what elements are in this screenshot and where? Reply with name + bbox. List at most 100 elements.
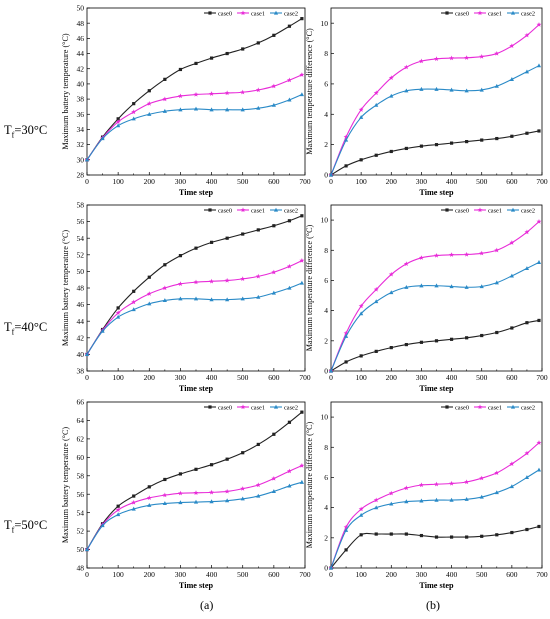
data-point-case2 <box>464 497 469 501</box>
y-tick-label: 56 <box>77 490 85 499</box>
data-point-case2 <box>328 565 334 570</box>
data-point-case2 <box>131 506 136 511</box>
data-point-case2 <box>100 328 105 333</box>
data-point-case0 <box>419 144 424 148</box>
data-point-case0 <box>495 533 499 537</box>
y-tick-label: 8 <box>324 246 328 255</box>
data-point-case2 <box>434 497 439 502</box>
data-point-case2 <box>100 136 105 141</box>
series-line-case2 <box>86 282 303 355</box>
data-point-case2 <box>404 284 409 289</box>
y-tick-label: 36 <box>77 110 85 119</box>
data-point-case2 <box>449 284 454 289</box>
y-tick-label: 46 <box>77 34 85 43</box>
data-point-case0 <box>300 410 304 414</box>
y-axis-label: Maximum temperature difference (°C) <box>305 28 314 155</box>
series-line-case0 <box>330 130 540 176</box>
data-point-case1 <box>193 490 199 495</box>
series-line-case1 <box>330 442 540 569</box>
y-tick-label: 10 <box>321 413 329 422</box>
y-tick-label: 40 <box>77 350 85 359</box>
y-tick-label: 4 <box>324 306 328 315</box>
data-point-case0 <box>209 240 214 244</box>
x-tick-label: 400 <box>446 373 458 382</box>
data-point-case0 <box>225 457 229 461</box>
legend-label-case1: case1 <box>488 404 502 411</box>
x-tick-label: 100 <box>113 177 125 186</box>
data-point-case1 <box>286 468 292 474</box>
x-tick-label: 500 <box>476 570 488 579</box>
data-point-case1 <box>434 252 439 258</box>
data-point-case2 <box>256 105 261 110</box>
data-point-case0 <box>374 532 378 536</box>
data-point-case2 <box>404 88 409 93</box>
data-point-case0 <box>419 533 424 538</box>
x-tick-label: 200 <box>386 570 398 579</box>
data-point-case0 <box>116 117 120 121</box>
data-point-case1 <box>403 261 409 266</box>
data-point-case0 <box>287 420 292 424</box>
data-point-case1 <box>494 247 500 253</box>
y-tick-label: 38 <box>77 95 85 104</box>
legend-marker-case1 <box>477 10 483 16</box>
data-point-case0 <box>449 535 454 539</box>
data-point-case2 <box>449 87 454 92</box>
data-point-case0 <box>300 214 304 218</box>
data-point-case1 <box>509 461 515 466</box>
data-point-case1 <box>509 43 515 49</box>
data-point-case1 <box>193 91 199 97</box>
data-point-case0 <box>480 138 484 142</box>
legend-label-case2: case2 <box>521 10 535 17</box>
data-point-case1 <box>536 440 542 445</box>
data-point-case2 <box>147 301 152 306</box>
data-point-case1 <box>418 482 424 488</box>
data-point-case0 <box>178 472 183 476</box>
y-tick-label: 52 <box>77 250 85 259</box>
data-point-case2 <box>509 273 514 278</box>
x-tick-label: 700 <box>536 177 548 186</box>
x-tick-label: 700 <box>299 177 311 186</box>
data-point-case2 <box>225 107 230 112</box>
y-tick-label: 48 <box>77 564 85 573</box>
data-point-case2 <box>287 483 292 488</box>
data-point-case2 <box>479 284 484 289</box>
data-point-case2 <box>328 172 334 177</box>
data-point-case1 <box>299 72 305 77</box>
data-point-case2 <box>116 512 121 517</box>
series-line-case0 <box>86 215 303 355</box>
legend-marker-case1 <box>240 207 246 213</box>
data-point-case2 <box>524 475 530 480</box>
y-tick-label: 64 <box>77 416 85 425</box>
data-point-case0 <box>194 246 198 250</box>
data-point-case0 <box>132 494 136 498</box>
legend-label-case1: case1 <box>488 207 502 214</box>
data-point-case0 <box>537 524 541 529</box>
y-tick-label: 54 <box>77 508 85 517</box>
data-point-case2 <box>343 527 349 532</box>
data-point-case2 <box>209 107 214 112</box>
y-tick-label: 56 <box>77 217 85 226</box>
x-tick-label: 400 <box>206 373 218 382</box>
data-point-case1 <box>271 475 277 481</box>
y-tick-label: 58 <box>77 471 85 480</box>
x-tick-label: 0 <box>85 177 89 186</box>
data-point-case2 <box>271 290 276 295</box>
y-tick-label: 52 <box>77 527 85 536</box>
data-point-case1 <box>358 506 364 512</box>
x-tick-label: 200 <box>144 177 156 186</box>
x-tick-label: 0 <box>329 373 333 382</box>
x-tick-label: 300 <box>416 373 428 382</box>
data-point-case0 <box>465 535 469 539</box>
chart-b1: 0 100 200 300 400 500 600 700 0 2 4 6 8 10 Time step Ma… <box>305 7 548 197</box>
data-point-case1 <box>255 87 261 93</box>
y-tick-label: 46 <box>77 300 85 309</box>
data-point-case0 <box>359 158 363 162</box>
data-point-case0 <box>525 321 529 325</box>
data-point-case1 <box>373 497 379 503</box>
series-line-case0 <box>86 18 303 161</box>
legend: case0 case1 case2 <box>204 10 298 17</box>
data-point-case0 <box>537 318 541 323</box>
data-point-case2 <box>240 296 245 301</box>
data-point-case2 <box>494 490 499 495</box>
